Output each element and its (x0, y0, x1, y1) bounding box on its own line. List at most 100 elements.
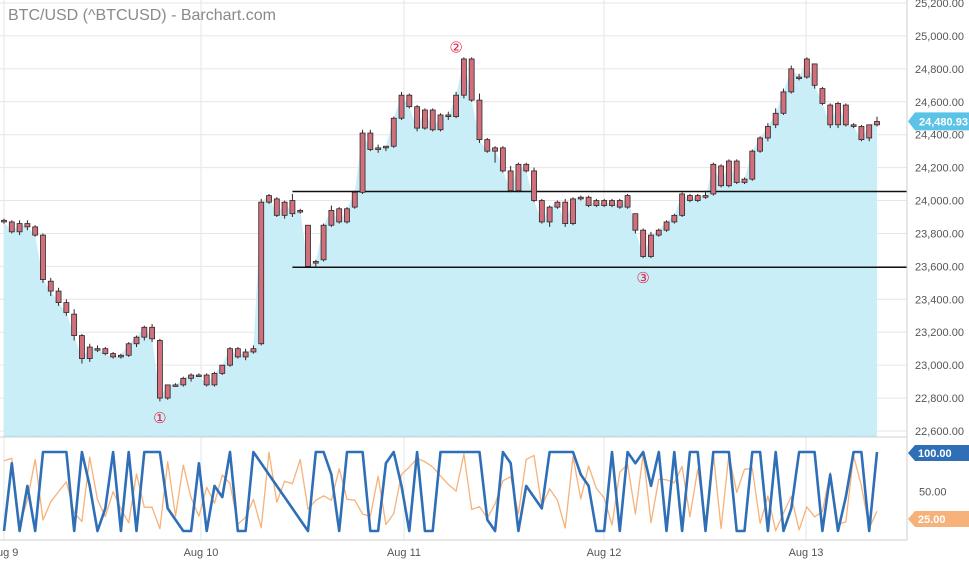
candle-body (819, 88, 826, 104)
candle (702, 190, 709, 199)
candle-body (609, 200, 615, 206)
candle (593, 198, 600, 208)
candle (414, 105, 421, 132)
candle (359, 129, 366, 194)
candle (305, 224, 311, 267)
candle-body (562, 201, 569, 224)
candle (671, 213, 678, 224)
candle (406, 93, 413, 109)
candle-body (266, 195, 272, 203)
candle (616, 198, 623, 209)
osc-tag-blue-label: 100.00 (918, 448, 952, 460)
candle (149, 324, 155, 343)
candle-body (63, 302, 70, 313)
candle-body (118, 354, 124, 358)
candle-body (570, 198, 576, 224)
candle (663, 220, 670, 232)
candle-body (156, 340, 163, 399)
candle-body (110, 353, 117, 358)
candle-body (1, 219, 7, 223)
candle (273, 197, 280, 217)
y-tick-label: 24,600.00 (915, 97, 964, 109)
candle (422, 108, 428, 130)
candle-body (803, 58, 810, 78)
y-tick-label: 23,200.00 (915, 327, 964, 339)
candle (437, 113, 444, 132)
candle (195, 373, 202, 377)
candle (55, 287, 62, 306)
candle-body (242, 351, 249, 358)
candle-body (258, 201, 265, 345)
osc-tag-orange-label: 25.00 (918, 514, 946, 526)
candle (499, 146, 506, 173)
candle-body (398, 94, 405, 119)
candle (835, 101, 841, 129)
candle-body (577, 196, 584, 200)
candle (118, 353, 124, 359)
candle-body (102, 348, 109, 355)
candle (383, 145, 389, 152)
candle-body (726, 160, 732, 187)
candle-body (593, 200, 600, 206)
candle-body (616, 200, 623, 208)
candle (312, 259, 319, 267)
candle (687, 193, 693, 203)
candle (468, 57, 475, 102)
candle-body (172, 384, 179, 387)
candle-body (601, 200, 608, 206)
candle (733, 159, 740, 185)
candle (1, 218, 7, 224)
candle-body (188, 374, 194, 379)
candle (227, 347, 233, 367)
candle (632, 213, 639, 234)
candle-body (164, 384, 171, 399)
candle-body (40, 234, 46, 280)
candle-body (359, 132, 366, 193)
candle-body (289, 200, 296, 215)
candle (679, 192, 686, 217)
candle (336, 207, 343, 224)
candle (601, 198, 608, 208)
candle-body (687, 195, 693, 201)
candle-body (234, 348, 241, 358)
candle (219, 364, 226, 376)
candle (796, 73, 802, 81)
candle (328, 205, 335, 227)
y-tick-label: 24,800.00 (915, 64, 964, 76)
candle-body (414, 106, 421, 129)
candle (79, 333, 85, 364)
candle (266, 193, 272, 204)
candle (133, 335, 140, 348)
candle-body (866, 124, 873, 139)
y-tick-label: 23,400.00 (915, 294, 964, 306)
candle-body (694, 195, 701, 201)
candle-body (453, 94, 459, 117)
x-tick-label: Aug 9 (0, 547, 18, 559)
candle (211, 371, 218, 387)
candle (8, 220, 15, 234)
candle-body (8, 221, 15, 233)
candle-body (273, 198, 280, 216)
osc-tag-blue (908, 445, 969, 461)
candle-body (476, 99, 483, 141)
candle-body (125, 343, 132, 356)
candle-body (32, 226, 39, 236)
candle (780, 88, 787, 115)
candle (234, 347, 241, 359)
candle (445, 111, 452, 120)
candle-body (772, 112, 779, 126)
candle-body (585, 196, 592, 206)
candle (250, 345, 257, 354)
candle-body (468, 58, 475, 101)
candle (718, 164, 725, 188)
candle (281, 200, 288, 219)
candle (562, 198, 569, 227)
y-tick-label: 22,800.00 (915, 393, 964, 405)
wave-marker: ② (449, 39, 462, 56)
last-price-label: 24,480.93 (919, 116, 968, 128)
candle (188, 373, 194, 382)
chart-title: BTC/USD (^BTCUSD) - Barchart.com (8, 7, 276, 24)
osc-y-tick: 50.00 (919, 487, 947, 499)
candle (71, 309, 78, 341)
candle (538, 198, 545, 224)
